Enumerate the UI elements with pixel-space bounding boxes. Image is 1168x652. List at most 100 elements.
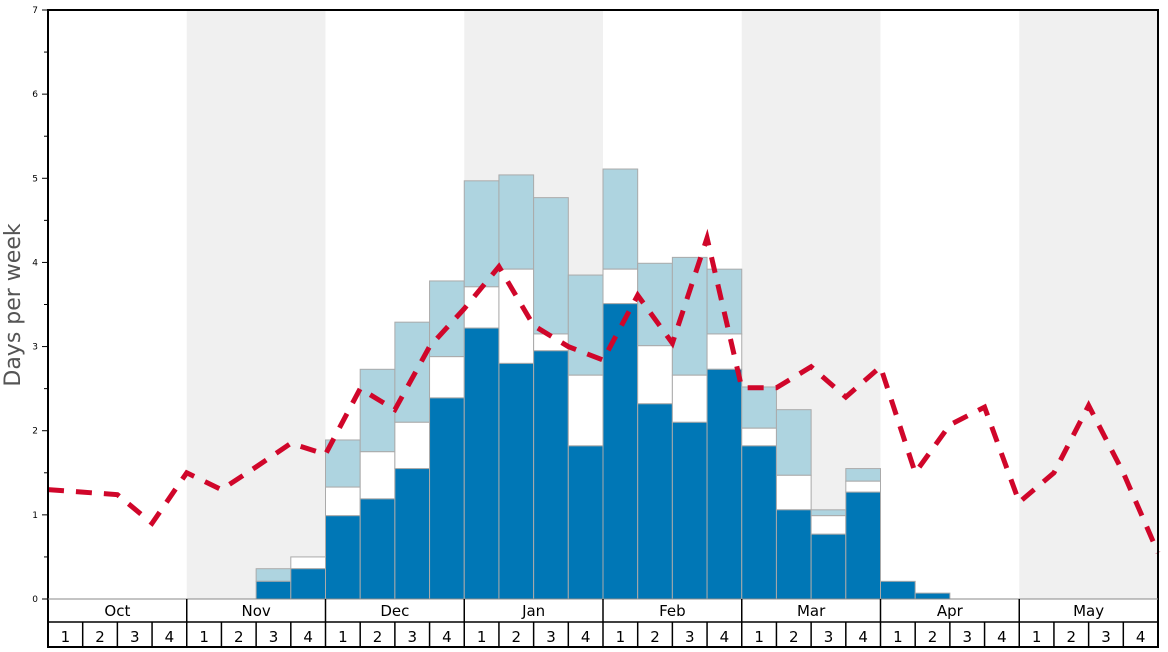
week-label: 1 xyxy=(61,628,71,646)
week-label: 3 xyxy=(546,628,556,646)
bar-white xyxy=(567,374,604,447)
week-label: 4 xyxy=(303,628,313,646)
week-label: 2 xyxy=(650,628,660,646)
y-tick-label: 6 xyxy=(32,90,38,100)
average-line-path xyxy=(47,228,1161,554)
week-label: 4 xyxy=(165,628,175,646)
month-label: Jan xyxy=(521,602,545,620)
bar-light xyxy=(533,197,569,335)
bar-white xyxy=(845,480,881,493)
bar-dark xyxy=(845,491,881,600)
bar-light xyxy=(255,568,292,582)
bar-dark xyxy=(567,445,604,600)
month-label: Nov xyxy=(241,602,270,620)
bar-white xyxy=(290,556,326,570)
month-label: Dec xyxy=(380,602,409,620)
bar-light xyxy=(394,321,431,423)
week-label: 3 xyxy=(962,628,972,646)
week-label: 2 xyxy=(95,628,105,646)
bar-dark xyxy=(359,498,396,600)
y-tick-label: 2 xyxy=(32,427,38,437)
week-label: 1 xyxy=(338,628,348,646)
week-label: 4 xyxy=(581,628,591,646)
bar-dark xyxy=(706,368,743,600)
week-label: 1 xyxy=(1032,628,1042,646)
bar-dark xyxy=(914,592,951,600)
week-label: 4 xyxy=(442,628,452,646)
week-label: 4 xyxy=(720,628,730,646)
week-label: 1 xyxy=(199,628,209,646)
bar-dark xyxy=(394,468,431,600)
month-label: Feb xyxy=(659,602,686,620)
bar-dark xyxy=(741,445,777,600)
week-label: 2 xyxy=(1067,628,1077,646)
y-tick-label: 0 xyxy=(32,595,38,605)
month-band xyxy=(1019,10,1158,599)
bar-dark xyxy=(463,327,500,600)
bar-light xyxy=(706,268,743,335)
bar-dark xyxy=(775,509,812,600)
bar-white xyxy=(429,356,465,399)
bar-light xyxy=(498,174,535,270)
y-tick-label: 7 xyxy=(32,6,38,16)
week-label: 4 xyxy=(858,628,868,646)
bar-dark xyxy=(671,421,708,600)
bar-white xyxy=(741,427,777,447)
week-label: 3 xyxy=(824,628,834,646)
y-tick-label: 5 xyxy=(32,174,38,184)
bar-white xyxy=(325,486,361,517)
bar-light xyxy=(775,409,812,476)
y-axis-label: Days per week xyxy=(1,223,26,386)
bar-light xyxy=(671,256,708,376)
week-label: 2 xyxy=(234,628,244,646)
y-tick-label: 3 xyxy=(32,343,38,353)
month-label: Mar xyxy=(797,602,826,620)
bar-dark xyxy=(533,350,569,600)
bar-white xyxy=(359,451,396,500)
bar-dark xyxy=(325,515,361,600)
week-label: 4 xyxy=(1136,628,1146,646)
bars xyxy=(255,168,951,600)
bar-dark xyxy=(637,403,673,600)
week-label: 3 xyxy=(407,628,417,646)
bar-light xyxy=(429,280,465,358)
x-axis: Oct 1 2 3 4 Nov 1 2 3 4 Dec 1 2 3 4 Jan 1 2 3 4 Feb 1 2 3 4 Mar 1 2… xyxy=(48,598,1158,647)
bar-light xyxy=(741,386,777,429)
bar-white xyxy=(775,474,812,511)
week-label: 2 xyxy=(789,628,799,646)
month-band xyxy=(186,10,326,599)
week-label: 2 xyxy=(512,628,522,646)
bar-light xyxy=(359,368,396,453)
month-label: Oct xyxy=(104,602,130,620)
bar-dark xyxy=(290,568,326,600)
month-label: May xyxy=(1073,602,1104,620)
bar-light xyxy=(463,180,500,288)
average-line xyxy=(47,228,1161,554)
week-label: 1 xyxy=(616,628,626,646)
week-label: 2 xyxy=(373,628,383,646)
bar-light xyxy=(602,168,639,270)
week-label: 2 xyxy=(928,628,938,646)
week-label: 3 xyxy=(1101,628,1111,646)
week-label: 4 xyxy=(997,628,1007,646)
week-label: 3 xyxy=(130,628,140,646)
week-label: 1 xyxy=(477,628,487,646)
y-tick-label: 1 xyxy=(32,511,38,521)
week-label: 1 xyxy=(893,628,903,646)
month-label: Apr xyxy=(937,602,964,620)
bar-light xyxy=(810,509,847,517)
week-label: 1 xyxy=(754,628,764,646)
bar-white xyxy=(394,421,431,470)
bar-white xyxy=(602,268,639,305)
week-label: 3 xyxy=(685,628,695,646)
bar-dark xyxy=(255,580,292,600)
bar-white xyxy=(671,374,708,423)
bar-dark xyxy=(498,362,535,600)
bar-white xyxy=(810,515,847,535)
y-tick-label: 4 xyxy=(32,258,38,268)
bar-light xyxy=(845,468,881,482)
bar-white xyxy=(463,286,500,329)
bar-light xyxy=(637,262,673,347)
bar-dark xyxy=(429,397,465,600)
